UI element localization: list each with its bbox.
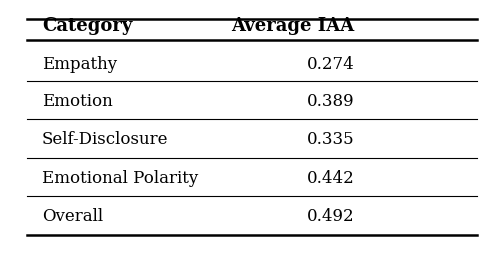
Text: Emotion: Emotion <box>42 93 113 110</box>
Text: 0.274: 0.274 <box>307 56 355 73</box>
Text: Empathy: Empathy <box>42 56 117 73</box>
Text: 0.389: 0.389 <box>307 93 355 110</box>
Text: Average IAA: Average IAA <box>231 17 355 35</box>
Text: 0.492: 0.492 <box>307 208 355 225</box>
Text: 0.335: 0.335 <box>307 132 355 149</box>
Text: Overall: Overall <box>42 208 103 225</box>
Text: Emotional Polarity: Emotional Polarity <box>42 170 198 187</box>
Text: 0.442: 0.442 <box>307 170 355 187</box>
Text: Category: Category <box>42 17 132 35</box>
Text: Self-Disclosure: Self-Disclosure <box>42 132 168 149</box>
